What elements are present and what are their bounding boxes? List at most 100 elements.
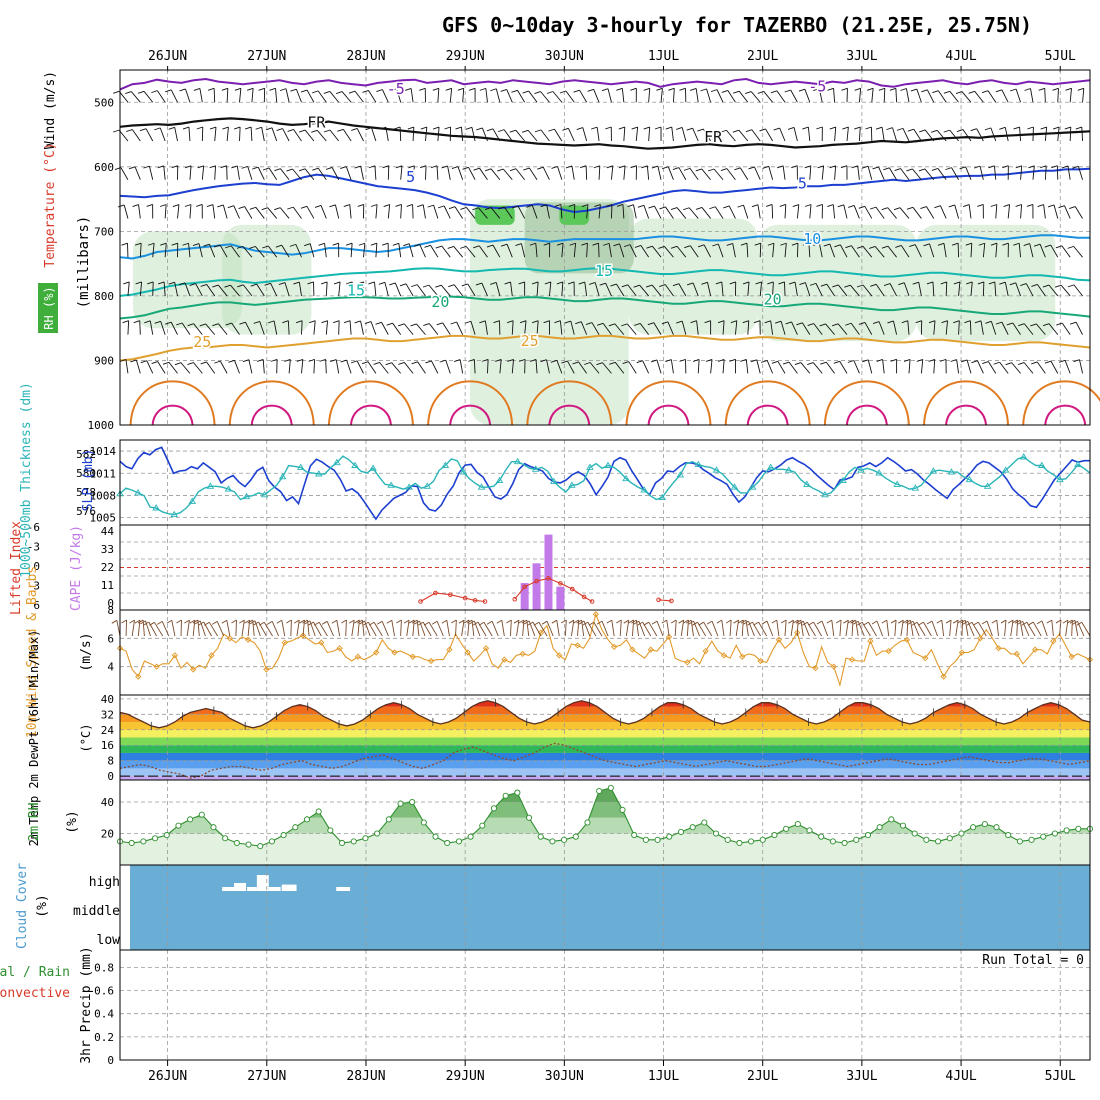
wind-barb-flag (802, 126, 809, 130)
wind-barb (807, 127, 811, 142)
wind-barb (335, 359, 340, 374)
wind-barb (648, 88, 651, 103)
wind-barb-flag (497, 129, 505, 133)
rh-point (1051, 830, 1058, 837)
wind-barb-flag (1062, 619, 1069, 624)
y-label-cape: CAPE (J/kg) (69, 525, 84, 611)
wind-barb (262, 359, 265, 374)
time-label-bottom: 30JUN (545, 1069, 584, 1084)
wind-barb-flag (875, 126, 883, 130)
wind-barb (713, 168, 724, 181)
wind-speed-marker (427, 657, 435, 665)
wind-barb (667, 321, 674, 335)
wind-barb-flag (224, 284, 231, 288)
wind-barb-flag (684, 245, 691, 249)
wind-barb-flag (869, 246, 876, 249)
wind-barb-flag (668, 87, 675, 91)
wind-barb (192, 620, 196, 637)
time-label-top: 28JUN (346, 49, 385, 64)
wind-barb-flag (179, 88, 186, 92)
wind-barb-flag (340, 359, 347, 363)
wind-barb (1025, 283, 1034, 297)
wind-barb-flag (287, 129, 294, 132)
wind-barb (252, 620, 255, 637)
wind-speed-marker (226, 635, 233, 642)
wind-barb (531, 205, 538, 219)
rh-point (759, 836, 766, 843)
wind-barb-flag (1026, 204, 1034, 207)
top-time-axis: 26JUN 27JUN 28JUN 29JUN 30JUN 1JUL 2JUL 3JUL 4JU… (148, 49, 1076, 72)
wind-barb (621, 88, 625, 103)
rh-point (467, 833, 474, 840)
wind-barb (686, 620, 689, 637)
wind-barb (1012, 322, 1021, 335)
wind-barb (889, 283, 897, 297)
wind-barb (995, 204, 998, 219)
wind-barb-flag (298, 168, 306, 172)
wind-barb (672, 88, 675, 103)
wind-barb-flag (587, 88, 594, 92)
wind-barb-flag (364, 321, 372, 324)
wind-barb-flag (753, 621, 759, 626)
thickness-marker (170, 510, 179, 518)
wind-barb (360, 320, 364, 335)
wind-barb (239, 126, 241, 142)
wind-barb-flag (567, 281, 575, 285)
wind-barb (174, 127, 178, 142)
wind-barb (461, 127, 464, 142)
wind-barb (214, 127, 217, 142)
wind-barb-flag (732, 129, 740, 133)
wind-barb-flag (500, 88, 507, 92)
wind-barb-flag (940, 281, 947, 285)
wind-barb-flag (1028, 621, 1034, 626)
wind-barb (503, 206, 513, 219)
wind-barb-flag (950, 359, 957, 362)
contour-35 (250, 404, 293, 426)
thickness-tick: 576 (76, 505, 96, 518)
wind-barb-flag (920, 206, 927, 209)
wind-barb-flag (576, 619, 582, 624)
wind-barb (346, 359, 352, 374)
wind-barb (573, 243, 577, 258)
rh-point (362, 835, 369, 842)
wind-barb (779, 127, 786, 142)
wind-barb-flag (543, 242, 550, 246)
wind-barb (832, 204, 836, 219)
wind-barb (643, 205, 650, 219)
wind-barb (696, 320, 699, 335)
wind-barb-flag (267, 320, 275, 324)
wind-barb (440, 284, 451, 297)
wind-barb-flag (568, 204, 575, 207)
thickness-marker (676, 471, 685, 478)
wind-barb-flag (618, 126, 625, 130)
wind-barb (342, 129, 352, 142)
thickness-marker (911, 484, 920, 491)
wind-barb-flag (1007, 619, 1014, 624)
wind-barb (640, 245, 650, 258)
thickness-marker (622, 474, 630, 482)
wind-barb-flag (509, 168, 517, 172)
wind-speed-marker (556, 652, 563, 659)
wind-barb (197, 620, 200, 637)
wind-barb (646, 165, 650, 180)
wind-barb-flag (817, 165, 824, 169)
wind-barb-flag (439, 359, 446, 363)
wind-barb-flag (551, 165, 558, 169)
wind-tick: 4 (107, 661, 114, 674)
wind-barb (1020, 204, 1023, 219)
wind-barb (977, 621, 987, 637)
wind-speed-marker (1086, 656, 1094, 663)
wind-barb (281, 244, 290, 258)
wind-barb-flag (278, 282, 286, 285)
wind-barb-flag (357, 619, 363, 624)
wind-barb-flag (262, 167, 270, 171)
cape-tick: 33 (101, 543, 114, 556)
wind-barb-flag (319, 358, 326, 362)
rh-point (771, 832, 778, 839)
wind-barb-flag (121, 619, 127, 624)
wind-barb (357, 620, 360, 637)
wind-barb-flag (651, 165, 658, 169)
time-label-top: 3JUL (846, 49, 877, 64)
wind-speed-marker (1068, 653, 1075, 660)
wind-barb-flag (952, 619, 959, 624)
